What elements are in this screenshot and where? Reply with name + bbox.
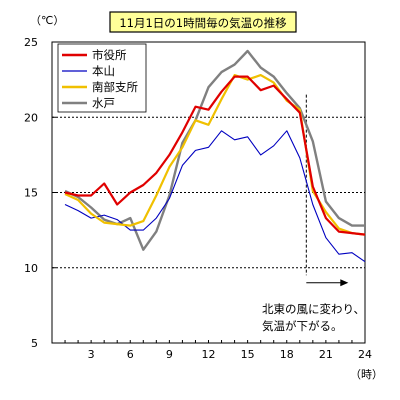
x-tick-label-18: 18 [280,348,294,361]
annotation-line-2: 気温が下がる。 [262,319,343,333]
series-line-0 [64,75,366,236]
marker-arrow-head [340,279,349,287]
legend-label-series-1: 本山 [92,64,115,78]
annotation-line-1: 北東の風に変わり、 [262,302,365,316]
x-tick-label-21: 21 [319,348,333,361]
legend-label-series-2: 南部支所 [92,80,138,94]
x-tick-label-12: 12 [202,348,216,361]
x-tick-label-15: 15 [241,348,255,361]
series-line-1 [64,130,366,263]
y-tick-label-10: 10 [24,262,38,275]
legend-label-series-3: 水戸 [92,96,115,110]
y-tick-label-20: 20 [24,111,38,124]
legend: 市役所 本山 南部支所 水戸 [57,43,147,113]
x-axis-unit: （時） [350,368,383,381]
axis-ticks: 5 10 15 20 25 3 6 9 12 15 18 21 24 [24,36,372,361]
y-tick-label-5: 5 [31,337,38,350]
x-tick-label-3: 3 [88,348,95,361]
chart-title-box [109,11,297,33]
y-tick-label-15: 15 [24,187,38,200]
x-tick-label-6: 6 [127,348,134,361]
x-tick-label-9: 9 [166,348,173,361]
legend-label-series-0: 市役所 [92,48,127,62]
gridlines [52,116,365,269]
x-tick-label-24: 24 [358,348,372,361]
y-axis-unit: （℃） [30,14,64,27]
series-lines [64,49,366,263]
chart-title: 11月1日の1時間毎の気温の推移 [119,16,287,30]
y-tick-label-25: 25 [24,36,38,49]
